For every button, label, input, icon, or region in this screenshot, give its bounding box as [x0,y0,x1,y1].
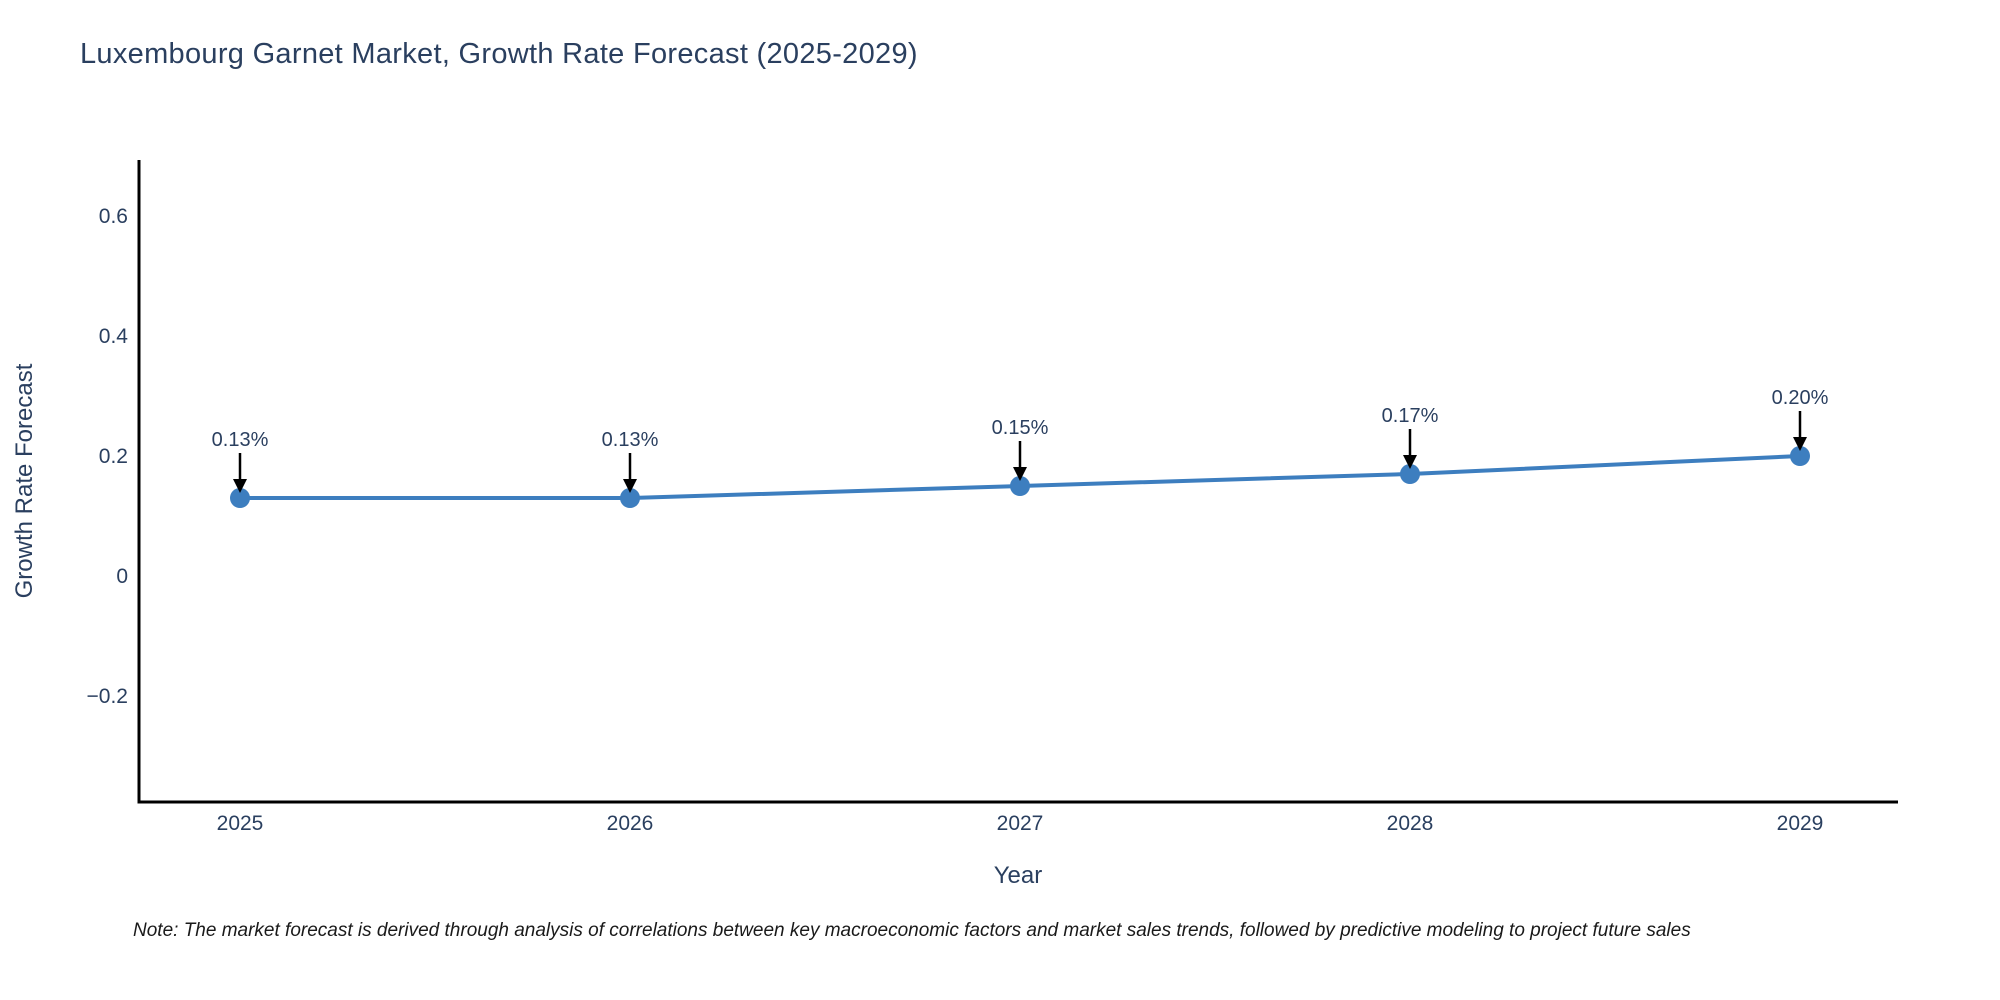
annotation-arrowhead-icon [1403,455,1417,469]
x-tick-label: 2027 [997,812,1044,835]
data-point-2028 [1400,464,1420,484]
data-point-2026 [620,488,640,508]
annotation-arrowhead-icon [1013,467,1027,481]
y-tick-label: 0.6 [99,205,128,228]
annotation-arrowhead-icon [1793,437,1807,451]
data-point-2025 [230,488,250,508]
annotation-label: 0.13% [212,429,269,451]
data-point-2027 [1010,476,1030,496]
annotation-arrowhead-icon [233,479,247,493]
footnote: Note: The market forecast is derived thr… [133,920,1691,941]
data-point-2029 [1790,446,1810,466]
y-axis-title: Growth Rate Forecast [11,363,38,599]
x-tick-label: 2028 [1387,812,1434,835]
y-tick-label: 0.2 [99,445,128,468]
annotation-label: 0.13% [602,429,659,451]
x-tick-label: 2029 [1777,812,1824,835]
y-tick-label: −0.2 [87,685,128,708]
x-tick-label: 2025 [217,812,264,835]
x-axis-title: Year [993,862,1043,889]
annotation-label: 0.20% [1772,387,1829,409]
chart-title: Luxembourg Garnet Market, Growth Rate Fo… [80,38,918,70]
annotation-label: 0.17% [1382,405,1439,427]
annotation-label: 0.15% [992,417,1049,439]
x-tick-label: 2026 [607,812,654,835]
y-tick-label: 0.4 [99,325,129,348]
y-tick-label: 0 [116,565,128,588]
annotation-arrowhead-icon [623,479,637,493]
